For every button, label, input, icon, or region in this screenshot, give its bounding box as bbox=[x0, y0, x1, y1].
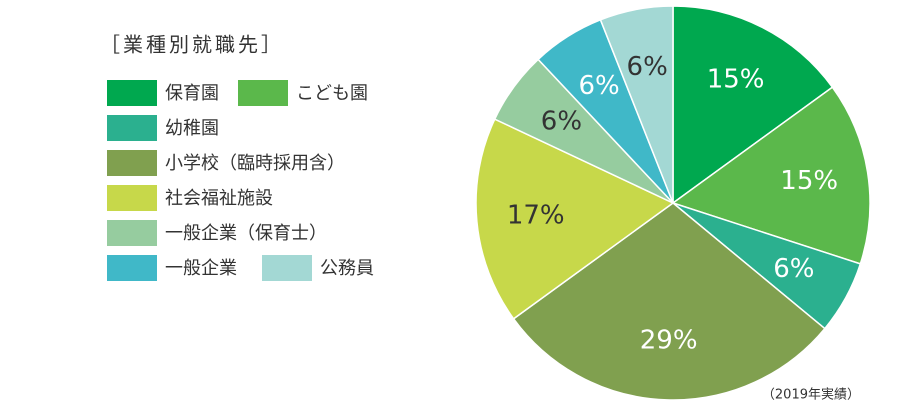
data-label: 6% bbox=[541, 106, 582, 136]
legend-swatch bbox=[107, 255, 157, 281]
legend-swatch bbox=[262, 255, 312, 281]
pie-slice bbox=[671, 86, 871, 265]
legend-swatch bbox=[107, 115, 157, 141]
data-label: 17% bbox=[507, 200, 565, 230]
data-label: 6% bbox=[578, 71, 619, 101]
note: （2019年実績） bbox=[762, 387, 860, 403]
legend-label: 公務員 bbox=[320, 258, 374, 279]
data-label: 29% bbox=[640, 325, 698, 355]
legend-title: ［業種別就職先］ bbox=[100, 33, 284, 57]
data-label: 15% bbox=[707, 65, 765, 95]
legend-swatch bbox=[107, 80, 157, 106]
legend-label: 一般企業（保育士） bbox=[165, 223, 327, 244]
data-label: 6% bbox=[627, 52, 668, 82]
legend-swatch bbox=[107, 220, 157, 246]
legend-label: 幼稚園 bbox=[165, 118, 219, 139]
legend-swatch bbox=[107, 185, 157, 211]
pie-slice bbox=[672, 5, 834, 205]
pie-slice bbox=[599, 5, 674, 204]
legend-label: 小学校（臨時採用含） bbox=[165, 153, 345, 174]
legend-label: 一般企業 bbox=[165, 258, 237, 279]
legend-label: 保育園 bbox=[165, 83, 219, 104]
legend-label: こども園 bbox=[296, 83, 368, 104]
legend-label: 社会福祉施設 bbox=[165, 188, 273, 209]
legend-swatch bbox=[107, 150, 157, 176]
legend-swatch bbox=[238, 80, 288, 106]
data-label: 6% bbox=[773, 254, 814, 284]
data-label: 15% bbox=[780, 166, 838, 196]
pie-slice bbox=[512, 202, 826, 401]
pie-slice bbox=[475, 118, 675, 320]
